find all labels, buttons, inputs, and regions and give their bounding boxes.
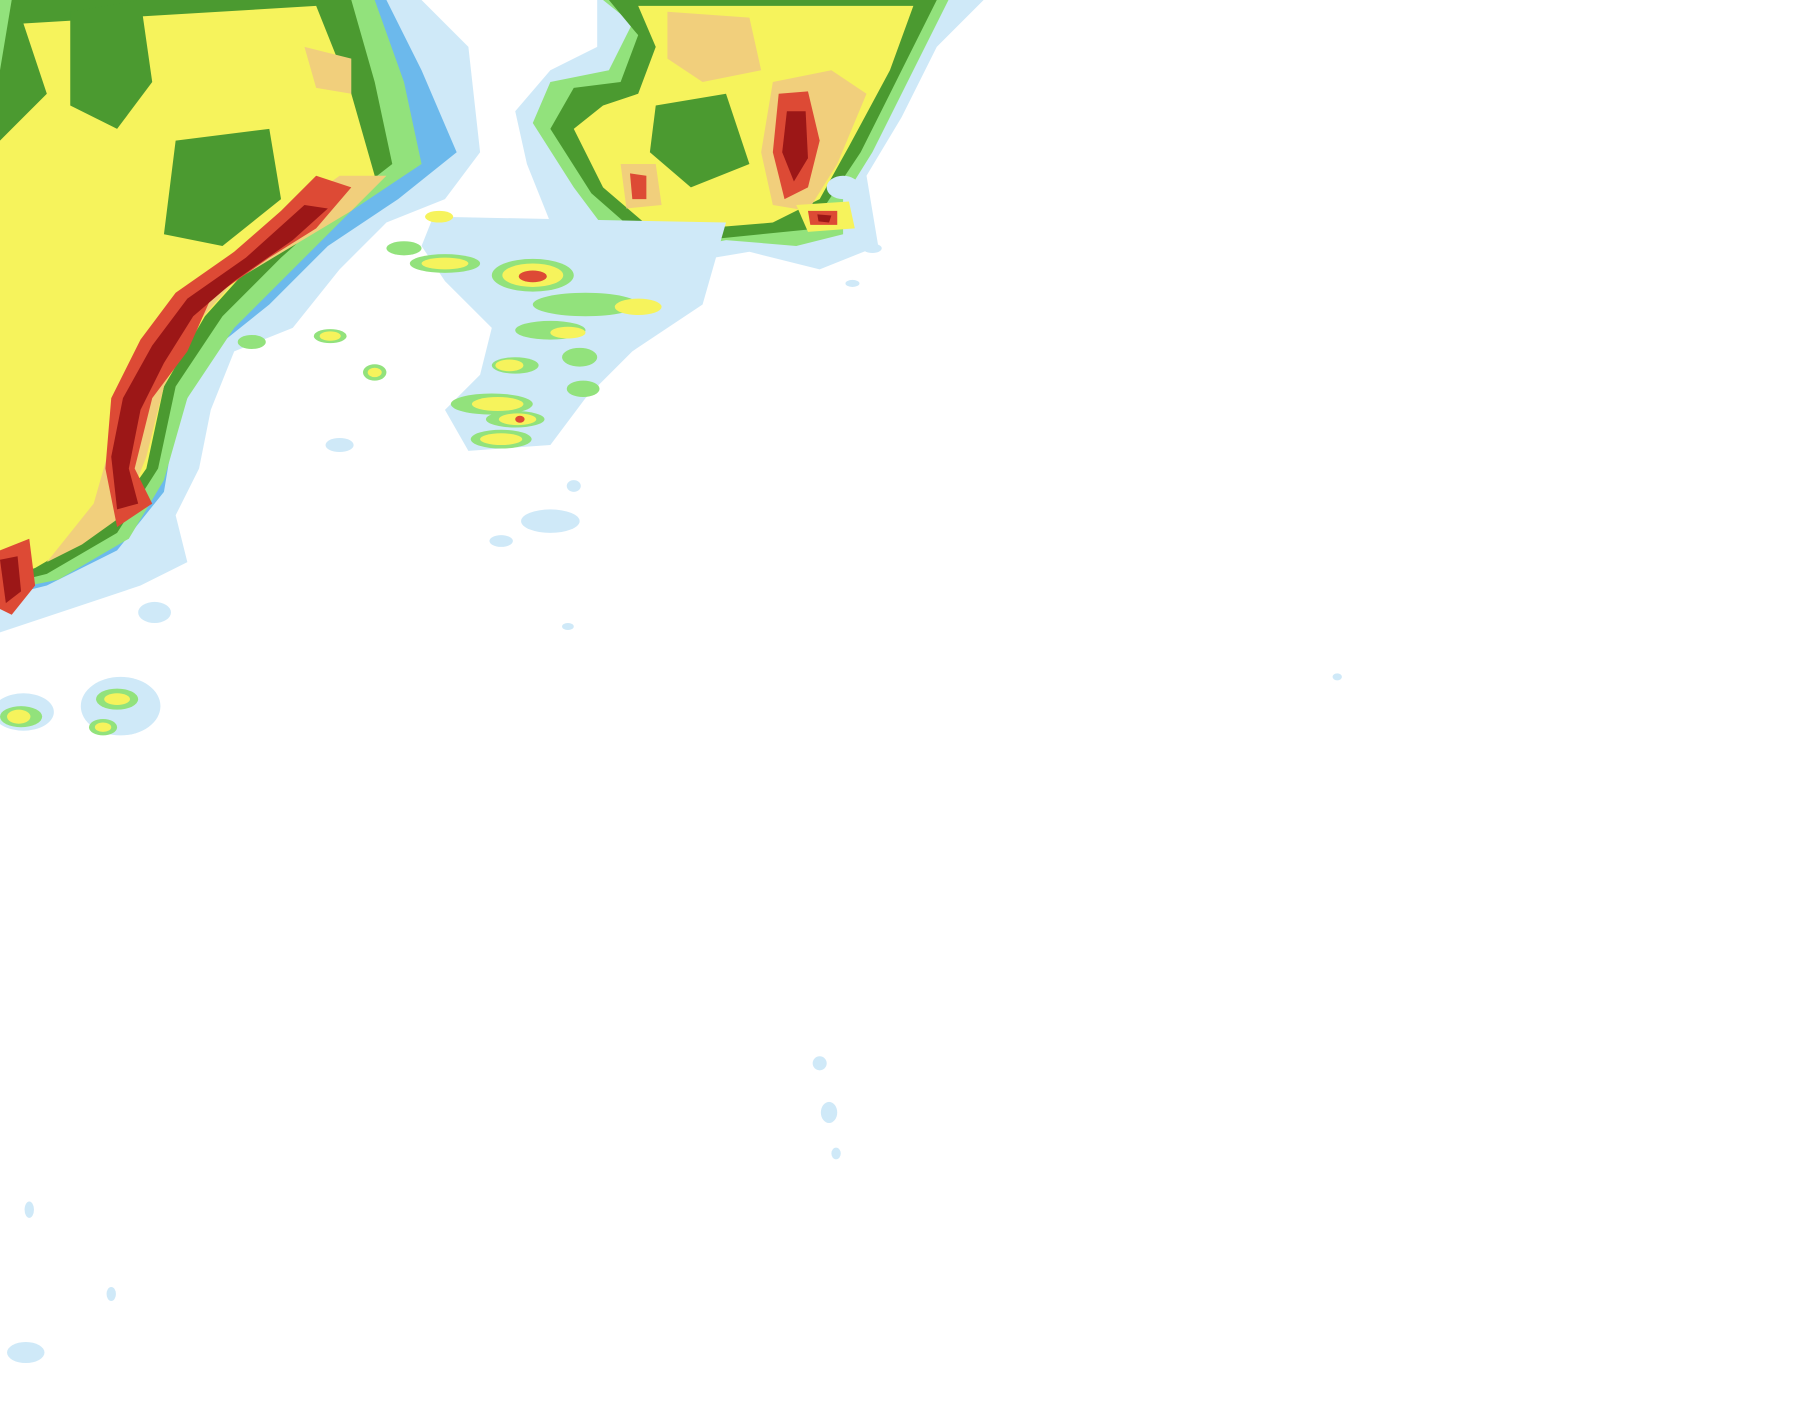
precipitation-left: [0, 0, 481, 633]
scattered-cells: [0, 175, 1342, 1364]
